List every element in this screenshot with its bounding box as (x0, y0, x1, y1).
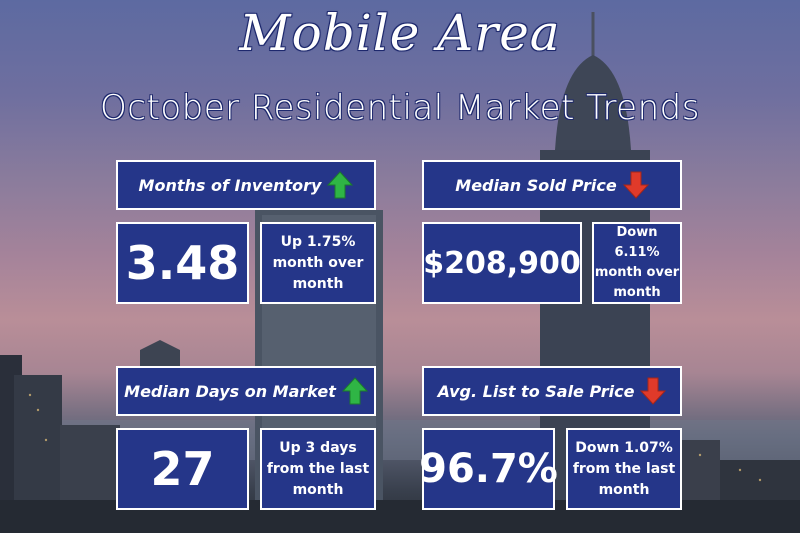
metric-label: Months of Inventory (138, 175, 322, 195)
metric-value: 27 (150, 442, 215, 496)
metric-change-line2: month over (272, 254, 364, 271)
arrow-up-icon (341, 377, 368, 405)
metric-label: Median Days on Market (124, 381, 336, 401)
metric-change-line2: from the last (266, 460, 370, 477)
metric-change-line3: month (598, 481, 650, 498)
metric-label-box-sold-price: Median Sold Price (422, 160, 682, 210)
metric-change-line1: Down 6.11% (614, 225, 660, 260)
metric-change-line3: month (292, 275, 344, 292)
metric-value: $208,900 (423, 245, 581, 281)
metric-label: Median Sold Price (455, 175, 617, 195)
metric-change-box-inventory: Up 1.75% month over month (260, 222, 376, 304)
metric-change-line2: from the last (572, 460, 676, 477)
page-subtitle: October Residential Market Trends (100, 88, 700, 128)
metric-label-box-list-to-sale: Avg. List to Sale Price (422, 366, 682, 416)
metric-label-box-inventory: Months of Inventory (116, 160, 376, 210)
metric-change-line3: month (292, 481, 344, 498)
metric-change-line1: Down 1.07% (575, 439, 673, 456)
metric-change-box-sold-price: Down 6.11% month over month (592, 222, 682, 304)
arrow-down-icon (622, 171, 649, 199)
arrow-up-icon (327, 171, 354, 199)
metric-change-box-list-to-sale: Down 1.07% from the last month (566, 428, 682, 510)
page-title: Mobile Area (239, 4, 561, 62)
metric-change-line2: month over (594, 265, 680, 280)
metric-value-box-inventory: 3.48 (116, 222, 249, 304)
metric-value: 3.48 (125, 236, 240, 290)
metric-label: Avg. List to Sale Price (437, 381, 635, 401)
arrow-down-icon (640, 377, 667, 405)
metric-change-box-days-on-market: Up 3 days from the last month (260, 428, 376, 510)
metric-value-box-days-on-market: 27 (116, 428, 249, 510)
metric-change-line1: Up 3 days (279, 439, 357, 456)
metric-change-line3: month (613, 285, 661, 300)
metric-value-box-list-to-sale: 96.7% (419, 428, 558, 510)
metric-change-line1: Up 1.75% (280, 233, 356, 250)
metric-value-box-sold-price: $208,900 (422, 222, 582, 304)
metric-value: 96.7% (419, 446, 558, 492)
metric-label-box-days-on-market: Median Days on Market (116, 366, 376, 416)
